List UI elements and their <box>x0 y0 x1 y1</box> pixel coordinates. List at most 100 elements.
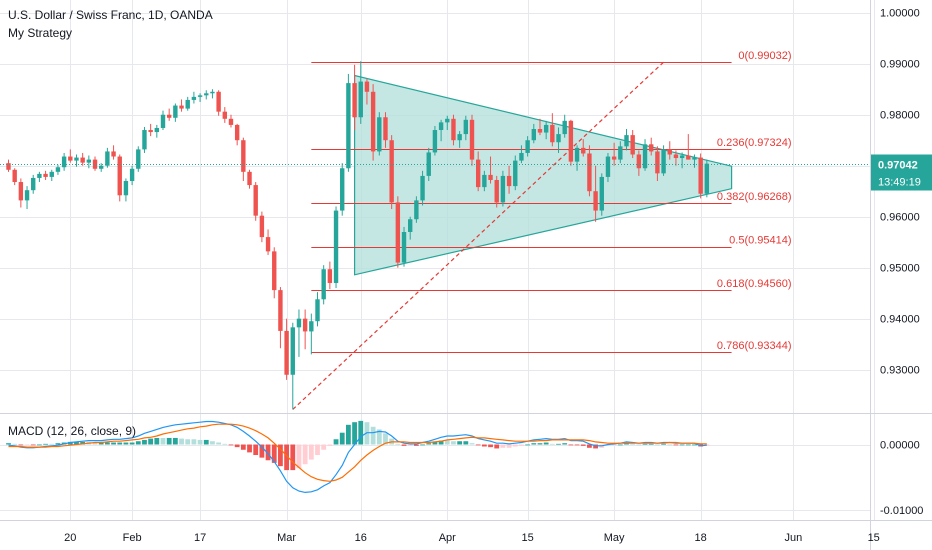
candle <box>49 169 54 182</box>
fib-level-label: 0(0.99032) <box>738 50 791 62</box>
candle <box>574 145 580 171</box>
candle-body <box>24 190 30 201</box>
candle <box>537 118 543 136</box>
macd-histogram-bar <box>172 437 178 445</box>
candle-body <box>451 118 456 141</box>
macd-histogram-bar <box>24 444 30 446</box>
candle <box>204 90 209 100</box>
candle <box>408 216 413 240</box>
macd-histogram-bar <box>92 442 98 445</box>
macd-histogram-bar <box>432 441 438 445</box>
macd-histogram-bar <box>265 444 271 461</box>
candle-body <box>469 119 475 160</box>
macd-histogram-bar <box>43 443 48 445</box>
candle-body <box>80 157 85 163</box>
candle-body <box>642 144 648 169</box>
candle <box>346 73 351 172</box>
candle-body <box>457 134 462 141</box>
candle <box>414 196 419 223</box>
price-badge-value: 0.97042 <box>878 160 918 172</box>
candle-body <box>414 200 419 220</box>
candle <box>358 61 363 124</box>
price-axis-label: 0.98000 <box>880 110 920 122</box>
price-axis-label: 0.94000 <box>880 314 920 326</box>
macd-histogram-bar <box>438 440 444 445</box>
candle <box>296 309 302 357</box>
macd-histogram-bar <box>135 441 141 445</box>
candle <box>692 154 697 168</box>
candle-body <box>241 140 246 172</box>
candle-body <box>309 321 314 332</box>
candle <box>673 150 679 166</box>
candle-body <box>272 251 277 291</box>
candle-body <box>179 105 184 109</box>
candle <box>383 112 388 148</box>
candle-body <box>420 175 425 201</box>
macd-histogram-bar <box>481 444 487 447</box>
price-axis-label: 1.00000 <box>880 8 920 20</box>
symbol-title[interactable]: U.S. Dollar / Swiss Franc, 1D, OANDA <box>8 8 213 22</box>
time-axis-label: Jun <box>784 532 802 544</box>
candle-body <box>247 171 252 186</box>
candle-body <box>18 182 24 201</box>
candle-body <box>679 155 685 159</box>
macd-histogram-bar <box>203 439 209 445</box>
candle-body <box>86 159 92 163</box>
macd-histogram-bar <box>630 443 636 445</box>
candle <box>228 114 234 128</box>
macd-histogram-bar <box>142 439 147 445</box>
candle-body <box>389 140 394 203</box>
candle <box>661 145 666 176</box>
macd-histogram-bar <box>253 444 259 456</box>
candle <box>278 287 283 349</box>
candle-body <box>543 124 549 133</box>
candle-body <box>129 168 135 182</box>
macd-histogram-bar <box>166 437 172 445</box>
candle-body <box>500 175 506 203</box>
macd-histogram-bar <box>457 441 463 445</box>
macd-histogram-bar <box>636 444 642 446</box>
macd-histogram-bar <box>302 444 308 465</box>
macd-label[interactable]: MACD (12, 26, close, 9) <box>8 424 137 438</box>
macd-histogram-bar <box>296 444 302 469</box>
candle <box>432 125 438 156</box>
macd-histogram-bar <box>537 443 543 445</box>
macd-histogram-bar <box>525 444 531 446</box>
candle <box>327 261 333 290</box>
macd-histogram-bar <box>240 444 246 450</box>
candle <box>68 149 73 163</box>
macd-histogram-bar <box>451 441 456 445</box>
candle-body <box>160 114 166 128</box>
candle <box>234 123 240 146</box>
candle <box>284 318 289 380</box>
price-badge-countdown: 13:49:19 <box>878 177 921 189</box>
candle <box>24 186 30 210</box>
candle <box>494 175 499 208</box>
candle <box>92 156 98 171</box>
candle-body <box>408 219 413 232</box>
candle <box>154 124 160 138</box>
candle <box>630 130 635 159</box>
candle-body <box>352 83 357 118</box>
candle <box>482 170 487 192</box>
candle-body <box>698 157 703 194</box>
candle-body <box>482 174 487 188</box>
candle <box>136 146 141 172</box>
candle <box>605 152 611 183</box>
candle <box>463 115 469 141</box>
candle-body <box>556 134 561 143</box>
candle <box>389 135 394 210</box>
candle-body <box>191 96 197 100</box>
macd-histogram-bar <box>55 443 61 445</box>
macd-histogram-bar <box>117 442 123 445</box>
candle <box>642 139 648 171</box>
macd-histogram-bar <box>327 444 333 446</box>
strategy-label[interactable]: My Strategy <box>8 26 73 40</box>
macd-histogram-bar <box>290 444 296 471</box>
candle <box>364 79 370 105</box>
candle <box>105 147 110 168</box>
candle-body <box>154 127 160 133</box>
candle <box>395 196 401 268</box>
time-axis-label: 20 <box>64 532 76 544</box>
